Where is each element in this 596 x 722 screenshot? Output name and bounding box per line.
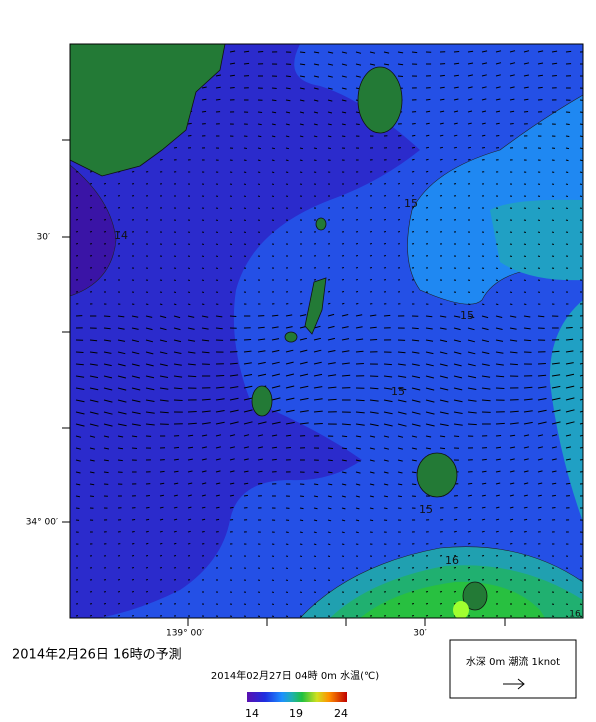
lon-label: 139° 00′	[166, 629, 204, 639]
island	[304, 277, 327, 335]
land	[70, 44, 226, 177]
contour-label: 16	[445, 554, 459, 567]
title: 2014年2月26日 16時の予測	[12, 648, 182, 663]
colorbar-label: 19	[289, 707, 303, 720]
lon-label: 30′	[413, 629, 427, 639]
lat-label: 30′	[37, 233, 51, 243]
legend-label: 水深 0m 潮流 1knot	[466, 655, 560, 668]
warm-spot	[453, 601, 469, 618]
colorbar	[247, 692, 347, 702]
contour-label: 15	[460, 309, 474, 322]
island	[315, 217, 327, 231]
island	[416, 452, 458, 498]
colorbar-label: 14	[245, 707, 259, 720]
lat-label: 34° 00′	[26, 518, 58, 528]
sea-region	[490, 199, 583, 281]
subtitle: 2014年02月27日 04時 0m 水温(℃)	[211, 669, 379, 682]
sea-region	[360, 581, 545, 618]
legend-arrow	[503, 678, 525, 690]
colorbar-label: 24	[334, 707, 348, 720]
land	[70, 44, 488, 611]
axis-ticks	[62, 139, 506, 626]
sea-region	[549, 300, 583, 522]
island	[462, 581, 488, 611]
island	[357, 66, 403, 134]
map-frame	[69, 43, 584, 619]
legend-box	[449, 639, 577, 699]
map-area	[70, 44, 583, 618]
contour-label: 14	[114, 229, 128, 242]
island	[284, 331, 298, 343]
contour-label: 15	[419, 503, 433, 516]
contour-label: 15	[391, 385, 405, 398]
island	[251, 385, 273, 417]
sea-region	[70, 164, 117, 297]
contour-label: 16	[569, 610, 581, 620]
contour-label: 15	[404, 197, 418, 210]
